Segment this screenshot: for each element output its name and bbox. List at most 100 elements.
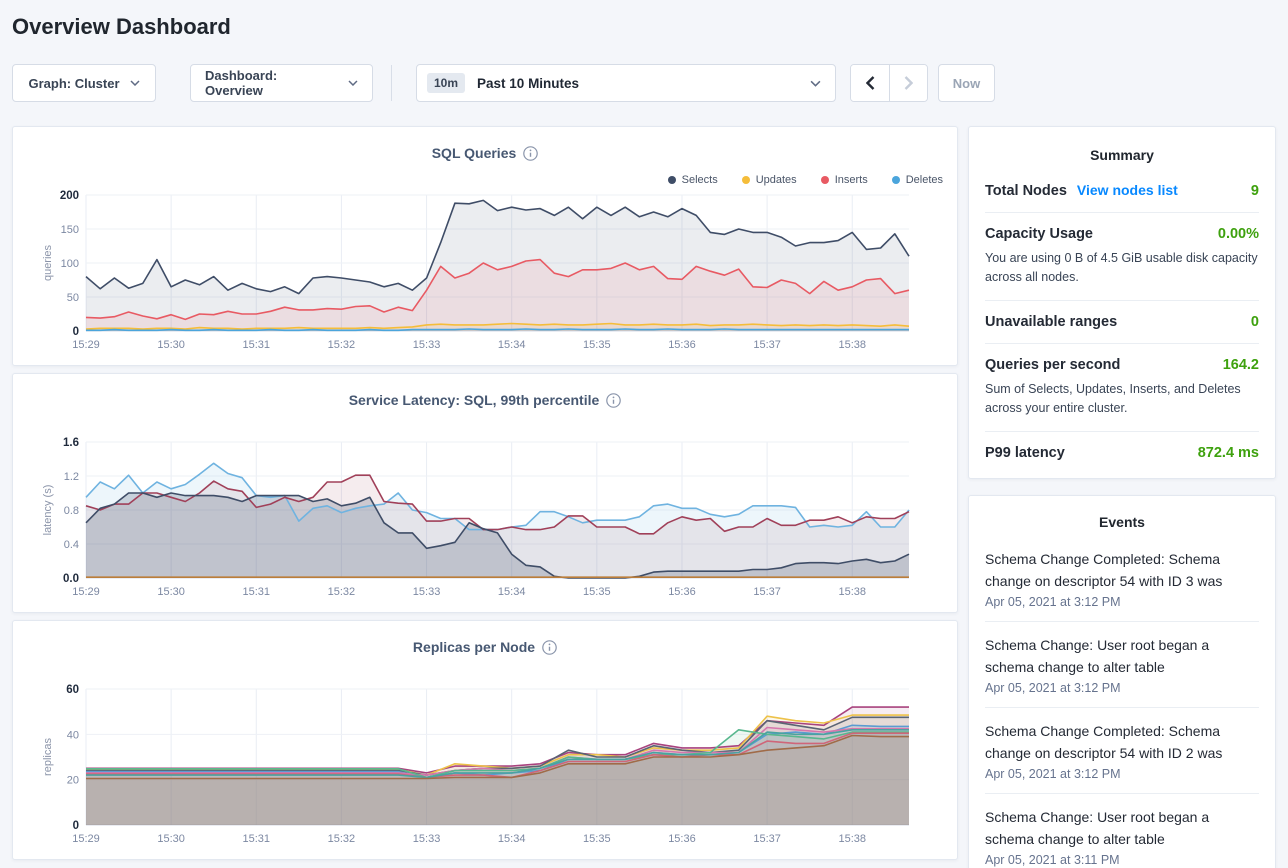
- replicas-per-node-plot: 15:29 15:30 15:31 15:32 15:33 15:34 15:35 15:36…: [42, 684, 909, 845]
- summary-panel: Summary Total Nodes View nodes list 9 Capac…: [968, 126, 1276, 479]
- prev-range-button[interactable]: [851, 65, 889, 101]
- svg-text:15:33: 15:33: [413, 339, 441, 351]
- summary-row: Total Nodes View nodes list 9: [985, 169, 1259, 213]
- summary-row-label: Total Nodes: [985, 183, 1067, 199]
- chart-title-row: SQL Queries: [13, 145, 957, 161]
- time-range-label: Past 10 Minutes: [477, 75, 580, 91]
- info-icon[interactable]: [606, 393, 622, 408]
- page-title: Overview Dashboard: [12, 14, 231, 39]
- svg-text:40: 40: [67, 729, 79, 741]
- view-nodes-list-link[interactable]: View nodes list: [1076, 182, 1178, 198]
- chart-legend: Selects Updates Inserts Deletes: [667, 174, 943, 186]
- time-range-badge: 10m: [427, 73, 466, 93]
- summary-row: Unavailable ranges 0: [985, 301, 1259, 344]
- chart-title-row: Replicas per Node: [13, 639, 957, 655]
- svg-text:15:30: 15:30: [157, 339, 185, 351]
- svg-text:0: 0: [73, 326, 79, 338]
- summary-rows: Total Nodes View nodes list 9 Capacity Usag…: [985, 169, 1259, 474]
- events-panel: Events Schema Change Completed: Schema c…: [968, 495, 1276, 868]
- chart-title-row: Service Latency: SQL, 99th percentile: [13, 392, 957, 408]
- charts-column: SQL Queries Selects Updates Inserts Deletes…: [12, 126, 958, 860]
- next-range-button[interactable]: [889, 65, 927, 101]
- svg-text:queries: queries: [42, 244, 54, 281]
- legend-label: Updates: [755, 174, 797, 186]
- service-latency-plot: 15:29 15:30 15:31 15:32 15:33 15:34 15:35 15:36…: [42, 437, 910, 598]
- event-item: Schema Change: User root began a schema …: [985, 622, 1259, 708]
- graph-dropdown[interactable]: Graph: Cluster: [12, 64, 156, 102]
- svg-text:20: 20: [67, 775, 79, 787]
- events-title: Events: [1099, 514, 1145, 530]
- info-icon[interactable]: [523, 146, 539, 161]
- legend-label: Inserts: [834, 174, 868, 186]
- event-timestamp: Apr 05, 2021 at 3:11 PM: [985, 853, 1120, 867]
- svg-text:0: 0: [73, 820, 79, 832]
- graph-dropdown-label: Graph: Cluster: [28, 75, 120, 91]
- event-text: Schema Change Completed: Schema change o…: [985, 551, 1223, 589]
- svg-text:15:33: 15:33: [413, 586, 441, 598]
- legend-item-deletes[interactable]: Deletes: [891, 174, 943, 186]
- svg-text:1.2: 1.2: [64, 471, 79, 483]
- event-item: Schema Change Completed: Schema change o…: [985, 536, 1259, 622]
- svg-text:15:29: 15:29: [72, 586, 100, 598]
- svg-text:15:32: 15:32: [328, 833, 356, 845]
- chart-title: Service Latency: SQL, 99th percentile: [348, 392, 600, 408]
- summary-row-label: P99 latency: [985, 445, 1065, 461]
- event-text: Schema Change: User root began a schema …: [985, 809, 1210, 847]
- summary-row: Capacity Usage 0.00% You are using 0 B of …: [985, 213, 1259, 301]
- legend-item-selects[interactable]: Selects: [667, 174, 718, 186]
- svg-text:15:35: 15:35: [583, 339, 611, 351]
- legend-label: Deletes: [905, 174, 943, 186]
- svg-text:15:32: 15:32: [328, 339, 356, 351]
- legend-dot: [820, 176, 829, 184]
- chevron-down-icon: [129, 80, 140, 86]
- main-content: SQL Queries Selects Updates Inserts Deletes…: [12, 126, 1276, 868]
- time-step-buttons: [850, 64, 928, 102]
- svg-text:15:37: 15:37: [753, 339, 781, 351]
- chart-title: SQL Queries: [431, 145, 517, 161]
- svg-text:15:36: 15:36: [668, 339, 696, 351]
- summary-row-label: Queries per second: [985, 357, 1121, 373]
- toolbar: Graph: Cluster Dashboard: Overview 10m P…: [12, 64, 1276, 102]
- chart-card-service-latency: Service Latency: SQL, 99th percentile 15…: [12, 373, 958, 613]
- summary-title: Summary: [1090, 147, 1154, 163]
- sql-queries-plot: 15:29 15:30 15:31 15:32 15:33 15:34 15:35 15:36…: [42, 190, 910, 351]
- svg-text:150: 150: [61, 224, 79, 236]
- svg-text:15:34: 15:34: [498, 833, 526, 845]
- legend-item-updates[interactable]: Updates: [741, 174, 797, 186]
- side-column: Summary Total Nodes View nodes list 9 Capac…: [968, 126, 1276, 868]
- summary-row-value: 872.4 ms: [1197, 445, 1259, 461]
- svg-text:15:33: 15:33: [413, 833, 441, 845]
- svg-text:15:32: 15:32: [328, 586, 356, 598]
- svg-text:0.0: 0.0: [63, 573, 79, 585]
- svg-text:100: 100: [61, 258, 79, 270]
- svg-text:15:37: 15:37: [753, 833, 781, 845]
- svg-text:15:36: 15:36: [668, 833, 696, 845]
- svg-text:50: 50: [67, 292, 79, 304]
- legend-item-inserts[interactable]: Inserts: [820, 174, 868, 186]
- legend-dot: [667, 176, 676, 184]
- legend-dot: [741, 176, 750, 184]
- summary-row-description: You are using 0 B of 4.5 GiB usable disk…: [985, 251, 1258, 284]
- svg-text:60: 60: [66, 684, 79, 696]
- dashboard-dropdown[interactable]: Dashboard: Overview: [190, 64, 373, 102]
- event-timestamp: Apr 05, 2021 at 3:12 PM: [985, 595, 1121, 609]
- now-button[interactable]: Now: [938, 64, 995, 102]
- events-list: Schema Change Completed: Schema change o…: [985, 536, 1259, 868]
- chevron-down-icon: [810, 80, 821, 87]
- svg-text:15:38: 15:38: [838, 586, 866, 598]
- chart-card-sql-queries: SQL Queries Selects Updates Inserts Deletes…: [12, 126, 958, 366]
- chart-card-replicas-per-node: Replicas per Node 15:29 15:30 15:31 15:32 15…: [12, 620, 958, 860]
- event-text: Schema Change Completed: Schema change o…: [985, 723, 1223, 761]
- svg-text:1.6: 1.6: [63, 437, 79, 449]
- time-range-picker[interactable]: 10m Past 10 Minutes: [416, 64, 836, 102]
- svg-text:15:35: 15:35: [583, 586, 611, 598]
- svg-text:15:29: 15:29: [72, 833, 100, 845]
- event-timestamp: Apr 05, 2021 at 3:12 PM: [985, 767, 1121, 781]
- svg-text:15:31: 15:31: [243, 833, 271, 845]
- info-icon[interactable]: [542, 640, 557, 655]
- svg-text:15:36: 15:36: [668, 586, 696, 598]
- svg-text:0.4: 0.4: [64, 539, 79, 551]
- summary-row-label: Unavailable ranges: [985, 314, 1118, 330]
- legend-label: Selects: [681, 174, 718, 186]
- dashboard-dropdown-label: Dashboard: Overview: [205, 68, 278, 98]
